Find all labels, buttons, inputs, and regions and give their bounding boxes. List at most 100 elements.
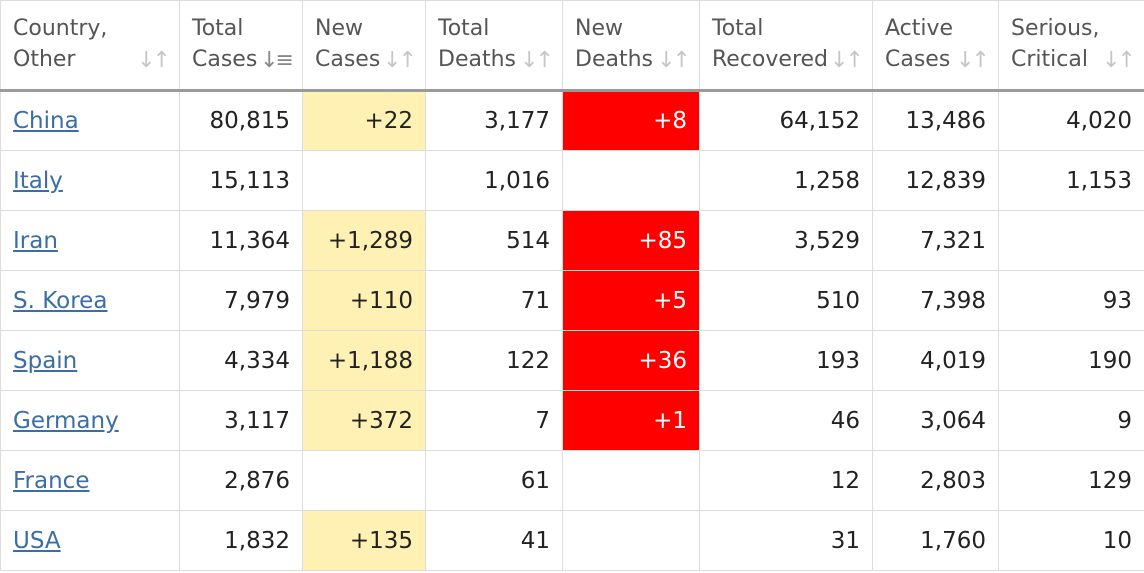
header-label: New [575, 16, 623, 41]
country-link[interactable]: USA [13, 527, 61, 554]
country-cell: China [0, 90, 180, 151]
header-label: New [315, 16, 363, 41]
serious-critical-cell: 9 [998, 390, 1144, 451]
new-deaths-cell [562, 510, 700, 571]
active-cases-cell: 3,064 [872, 390, 999, 451]
total-cases-cell: 15,113 [179, 150, 303, 211]
total-deaths-cell: 514 [425, 210, 563, 271]
total-recovered-cell: 1,258 [699, 150, 873, 211]
country-link[interactable]: Germany [13, 407, 119, 434]
sort-both-icon[interactable]: ↓↑ [956, 48, 990, 73]
table-row: Spain 4,334 +1,188 122 +36 193 4,019 190 [0, 330, 1144, 391]
country-link[interactable]: Iran [13, 227, 58, 254]
total-recovered-cell: 12 [699, 450, 873, 511]
table-row: Iran 11,364 +1,289 514 +85 3,529 7,321 [0, 210, 1144, 271]
total-cases-cell: 2,876 [179, 450, 303, 511]
header-label: Other [13, 47, 76, 72]
header-total-deaths[interactable]: Total Deaths ↓↑ [425, 0, 563, 92]
header-label: Cases [315, 47, 381, 72]
new-cases-cell [302, 150, 426, 211]
country-cell: France [0, 450, 180, 511]
active-cases-cell: 1,760 [872, 510, 999, 571]
header-new-deaths[interactable]: New Deaths ↓↑ [562, 0, 700, 92]
table-row: France 2,876 61 12 2,803 129 [0, 450, 1144, 511]
serious-critical-cell: 4,020 [998, 90, 1144, 151]
active-cases-cell: 4,019 [872, 330, 999, 391]
new-deaths-cell [562, 150, 700, 211]
header-label: Serious, [1011, 16, 1100, 41]
header-label: Active [885, 16, 954, 41]
new-cases-cell: +135 [302, 510, 426, 571]
header-serious-critical[interactable]: Serious, Critical ↓↑ [998, 0, 1144, 92]
country-link[interactable]: Italy [13, 167, 63, 194]
total-cases-cell: 3,117 [179, 390, 303, 451]
active-cases-cell: 12,839 [872, 150, 999, 211]
new-deaths-cell: +36 [562, 330, 700, 391]
sort-both-icon[interactable]: ↓↑ [830, 48, 864, 73]
new-cases-cell: +372 [302, 390, 426, 451]
total-cases-cell: 7,979 [179, 270, 303, 331]
serious-critical-cell: 93 [998, 270, 1144, 331]
sort-both-icon[interactable]: ↓↑ [383, 48, 417, 73]
total-recovered-cell: 46 [699, 390, 873, 451]
country-cell: USA [0, 510, 180, 571]
total-deaths-cell: 71 [425, 270, 563, 331]
header-label: Critical [1011, 47, 1088, 72]
total-recovered-cell: 510 [699, 270, 873, 331]
total-deaths-cell: 1,016 [425, 150, 563, 211]
total-deaths-cell: 41 [425, 510, 563, 571]
new-deaths-cell: +1 [562, 390, 700, 451]
sort-both-icon[interactable]: ↓↑ [520, 48, 554, 73]
total-deaths-cell: 61 [425, 450, 563, 511]
serious-critical-cell: 190 [998, 330, 1144, 391]
country-link[interactable]: China [13, 108, 79, 134]
new-deaths-cell [562, 450, 700, 511]
header-label: Total [192, 16, 244, 41]
table-row: Italy 15,113 1,016 1,258 12,839 1,153 [0, 150, 1144, 211]
header-total-recovered[interactable]: Total Recovered ↓↑ [699, 0, 873, 92]
serious-critical-cell: 1,153 [998, 150, 1144, 211]
header-total-cases[interactable]: Total Cases ↓≡ [179, 0, 303, 92]
active-cases-cell: 7,398 [872, 270, 999, 331]
table-row: Germany 3,117 +372 7 +1 46 3,064 9 [0, 390, 1144, 451]
total-cases-cell: 80,815 [179, 90, 303, 151]
total-deaths-cell: 3,177 [425, 90, 563, 151]
new-cases-cell: +1,188 [302, 330, 426, 391]
sort-both-icon[interactable]: ↓↑ [137, 48, 171, 73]
header-active-cases[interactable]: Active Cases ↓↑ [872, 0, 999, 92]
sort-descending-icon[interactable]: ↓≡ [260, 48, 294, 73]
total-cases-cell: 1,832 [179, 510, 303, 571]
total-recovered-cell: 64,152 [699, 90, 873, 151]
serious-critical-cell [998, 210, 1144, 271]
active-cases-cell: 2,803 [872, 450, 999, 511]
header-label: Total [712, 16, 764, 41]
new-cases-cell: +1,289 [302, 210, 426, 271]
country-cell: Spain [0, 330, 180, 391]
header-label: Cases [192, 47, 258, 72]
header-row: Country, Other ↓↑ Total Cases ↓≡ New Cases ↓↑ … [0, 0, 1144, 92]
header-label: Total [438, 16, 490, 41]
serious-critical-cell: 10 [998, 510, 1144, 571]
header-new-cases[interactable]: New Cases ↓↑ [302, 0, 426, 92]
sort-both-icon[interactable]: ↓↑ [1102, 48, 1136, 73]
header-country[interactable]: Country, Other ↓↑ [0, 0, 180, 92]
country-cell: Iran [0, 210, 180, 271]
header-label: Cases [885, 47, 951, 72]
serious-critical-cell: 129 [998, 450, 1144, 511]
new-deaths-cell: +85 [562, 210, 700, 271]
country-cell: Italy [0, 150, 180, 211]
new-cases-cell: +22 [302, 90, 426, 151]
country-link[interactable]: Spain [13, 347, 78, 374]
sort-both-icon[interactable]: ↓↑ [657, 48, 691, 73]
total-deaths-cell: 122 [425, 330, 563, 391]
country-link[interactable]: France [13, 467, 90, 494]
active-cases-cell: 13,486 [872, 90, 999, 151]
table-row: China 80,815 +22 3,177 +8 64,152 13,486 … [0, 90, 1144, 151]
country-link[interactable]: S. Korea [13, 287, 108, 314]
total-deaths-cell: 7 [425, 390, 563, 451]
header-label: Country, [13, 16, 108, 41]
new-cases-cell [302, 450, 426, 511]
header-label: Deaths [575, 47, 653, 72]
total-cases-cell: 11,364 [179, 210, 303, 271]
